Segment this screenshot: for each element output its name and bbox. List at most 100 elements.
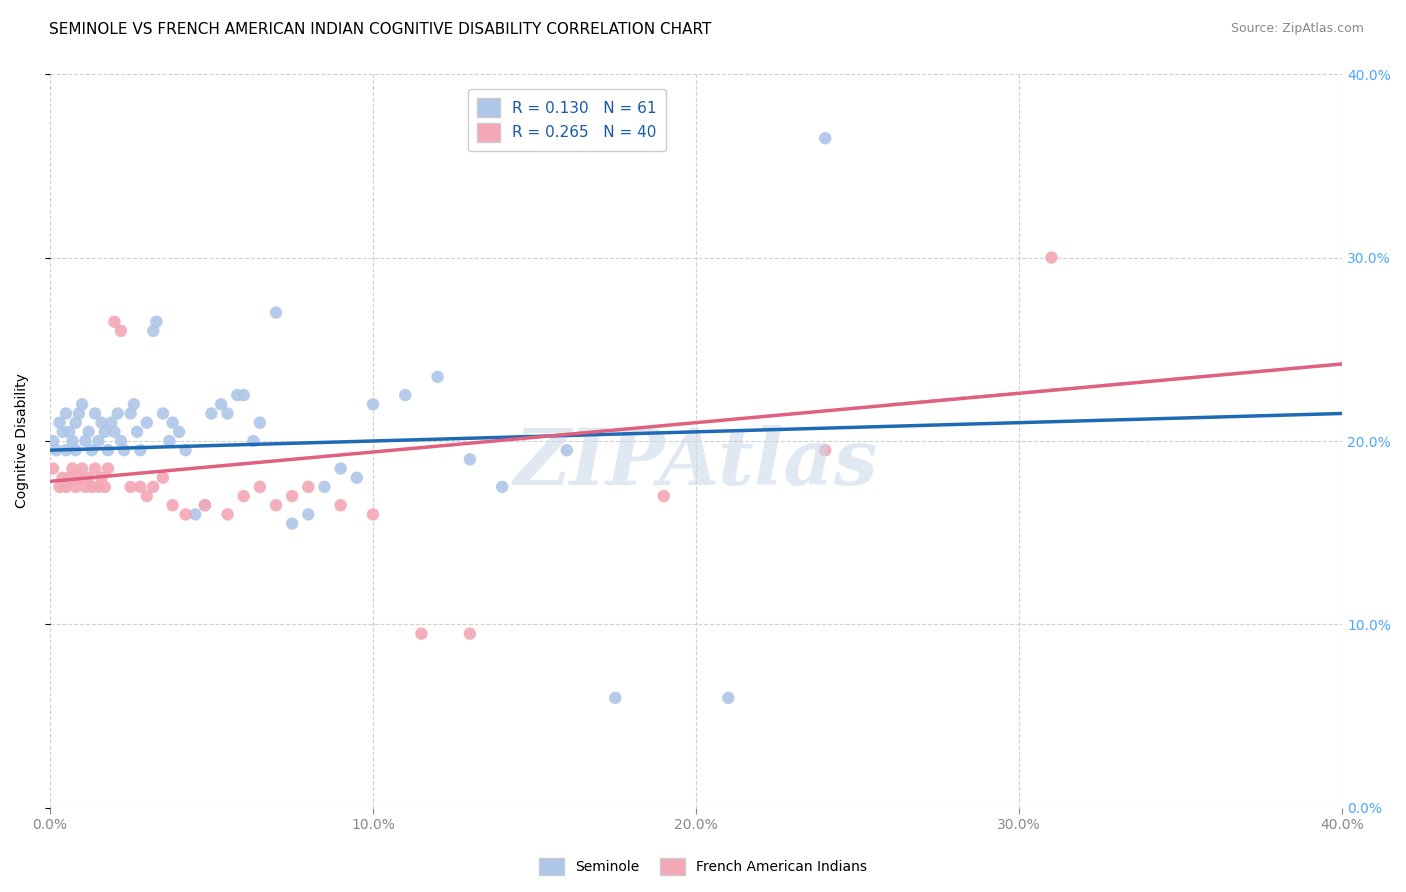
Point	[264, 498, 287, 512]
Point	[249, 480, 271, 494]
Point	[58, 425, 80, 439]
Point	[97, 461, 120, 475]
Point	[42, 461, 65, 475]
Point	[814, 443, 837, 458]
Point	[152, 407, 174, 421]
Point	[281, 489, 304, 503]
Point	[174, 508, 197, 522]
Point	[55, 443, 77, 458]
Point	[75, 434, 97, 448]
Point	[65, 416, 87, 430]
Point	[232, 489, 254, 503]
Point	[67, 471, 90, 485]
Point	[1040, 251, 1063, 265]
Point	[112, 443, 135, 458]
Point	[458, 452, 481, 467]
Point	[264, 305, 287, 319]
Point	[814, 131, 837, 145]
Point	[135, 489, 157, 503]
Text: ZIPAtlas: ZIPAtlas	[513, 425, 879, 501]
Point	[80, 443, 103, 458]
Point	[110, 324, 132, 338]
Point	[411, 626, 433, 640]
Point	[361, 508, 384, 522]
Point	[194, 498, 217, 512]
Point	[90, 471, 112, 485]
Point	[45, 443, 67, 458]
Point	[184, 508, 207, 522]
Point	[97, 443, 120, 458]
Point	[77, 471, 100, 485]
Point	[42, 434, 65, 448]
Legend: R = 0.130   N = 61, R = 0.265   N = 40: R = 0.130 N = 61, R = 0.265 N = 40	[468, 89, 666, 151]
Point	[717, 690, 740, 705]
Point	[491, 480, 513, 494]
Point	[346, 471, 368, 485]
Point	[80, 480, 103, 494]
Point	[232, 388, 254, 402]
Point	[314, 480, 336, 494]
Point	[297, 508, 319, 522]
Point	[62, 461, 84, 475]
Point	[297, 480, 319, 494]
Point	[70, 397, 93, 411]
Point	[652, 489, 675, 503]
Point	[62, 434, 84, 448]
Point	[329, 498, 352, 512]
Point	[87, 434, 110, 448]
Point	[129, 480, 152, 494]
Point	[75, 480, 97, 494]
Point	[120, 480, 142, 494]
Legend: Seminole, French American Indians: Seminole, French American Indians	[533, 853, 873, 880]
Point	[217, 508, 239, 522]
Point	[142, 480, 165, 494]
Point	[70, 461, 93, 475]
Point	[555, 443, 578, 458]
Point	[157, 434, 180, 448]
Point	[94, 480, 117, 494]
Point	[94, 425, 117, 439]
Point	[242, 434, 264, 448]
Point	[48, 416, 70, 430]
Point	[458, 626, 481, 640]
Point	[65, 443, 87, 458]
Point	[200, 407, 222, 421]
Point	[103, 315, 125, 329]
Point	[145, 315, 167, 329]
Point	[281, 516, 304, 531]
Point	[77, 425, 100, 439]
Point	[52, 425, 75, 439]
Point	[174, 443, 197, 458]
Point	[194, 498, 217, 512]
Y-axis label: Cognitive Disability: Cognitive Disability	[15, 374, 30, 508]
Point	[55, 407, 77, 421]
Point	[58, 471, 80, 485]
Point	[107, 407, 129, 421]
Text: Source: ZipAtlas.com: Source: ZipAtlas.com	[1230, 22, 1364, 36]
Point	[135, 416, 157, 430]
Point	[84, 461, 107, 475]
Point	[125, 425, 148, 439]
Point	[209, 397, 232, 411]
Point	[426, 369, 449, 384]
Point	[103, 425, 125, 439]
Point	[142, 324, 165, 338]
Point	[120, 407, 142, 421]
Point	[217, 407, 239, 421]
Text: SEMINOLE VS FRENCH AMERICAN INDIAN COGNITIVE DISABILITY CORRELATION CHART: SEMINOLE VS FRENCH AMERICAN INDIAN COGNI…	[49, 22, 711, 37]
Point	[110, 434, 132, 448]
Point	[55, 480, 77, 494]
Point	[65, 480, 87, 494]
Point	[162, 416, 184, 430]
Point	[84, 407, 107, 421]
Point	[48, 480, 70, 494]
Point	[167, 425, 190, 439]
Point	[605, 690, 627, 705]
Point	[361, 397, 384, 411]
Point	[394, 388, 416, 402]
Point	[67, 407, 90, 421]
Point	[152, 471, 174, 485]
Point	[87, 480, 110, 494]
Point	[129, 443, 152, 458]
Point	[90, 416, 112, 430]
